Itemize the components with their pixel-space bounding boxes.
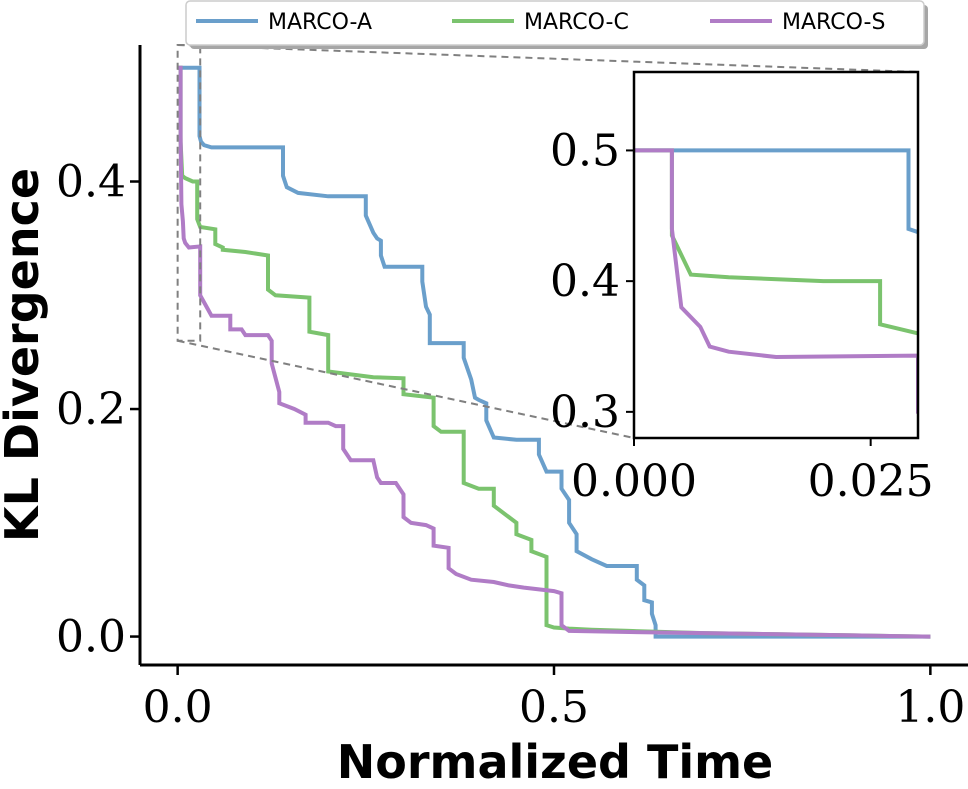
legend-label-marco-c: MARCO-C [524, 10, 629, 35]
zoom-connector-bottom [177, 339, 635, 439]
legend: MARCO-A MARCO-C MARCO-S [185, 0, 928, 49]
legend-box [185, 0, 925, 46]
x-tick-label: 0.5 [519, 682, 589, 733]
inset-series-line-marco-c [634, 148, 918, 336]
inset-zoom-panel: 0.000 0.025 0.3 0.4 0.5 [550, 70, 934, 507]
inset-y-tick-label: 0.4 [550, 256, 620, 307]
inset-x-tick-label: 0.025 [808, 456, 934, 507]
x-tick-label: 0.0 [143, 682, 213, 733]
inset-x-tick-label: 0.000 [571, 456, 697, 507]
y-tick-label: 0.0 [56, 612, 126, 663]
x-tick-label: 1.0 [895, 682, 965, 733]
inset-y-tick-label: 0.3 [550, 387, 620, 438]
series-line-marco-a [177, 65, 931, 639]
main-series-group [177, 65, 931, 639]
inset-frame [632, 70, 920, 440]
inset-y-tick-label: 0.5 [550, 125, 620, 176]
y-tick-label: 0.4 [56, 157, 126, 208]
y-axis-title: KL Divergence [0, 168, 49, 542]
inset-ticks-group: 0.000 0.025 0.3 0.4 0.5 [550, 125, 934, 507]
inset-series-group [634, 148, 918, 414]
zoom-connector-top [177, 44, 919, 73]
x-axis-title: Normalized Time [337, 735, 773, 789]
legend-label-marco-a: MARCO-A [268, 10, 372, 35]
zoom-region-box [176, 44, 202, 342]
y-tick-label: 0.2 [56, 384, 126, 435]
main-ticks-group: 0.0 0.5 1.0 0.0 0.2 0.4 [56, 157, 965, 733]
zoom-indicator [176, 44, 919, 439]
series-line-marco-c [177, 65, 931, 639]
series-line-marco-s [177, 65, 931, 639]
legend-label-marco-s: MARCO-S [782, 10, 885, 35]
